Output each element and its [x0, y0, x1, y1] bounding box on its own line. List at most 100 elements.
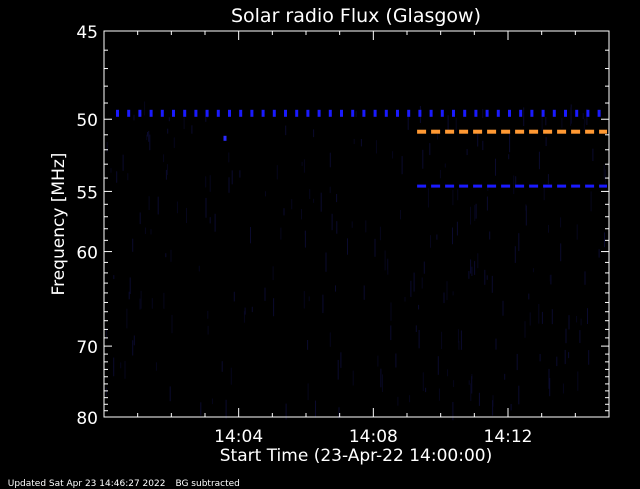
feature-dash	[496, 109, 500, 117]
noise-mark	[588, 350, 590, 365]
noise-mark	[514, 246, 516, 263]
noise-mark	[561, 118, 563, 128]
noise-mark	[272, 266, 274, 281]
noise-mark	[387, 258, 389, 275]
noise-mark	[239, 170, 241, 178]
noise-mark	[148, 131, 150, 142]
feature-dash	[501, 129, 511, 134]
noise-mark	[280, 227, 282, 240]
feature-dash	[473, 184, 483, 188]
noise-mark	[207, 310, 209, 319]
x-tick-label: 14:08	[349, 427, 398, 447]
feature-dash	[429, 109, 433, 117]
noise-mark	[336, 221, 338, 234]
feature-dash	[328, 109, 332, 117]
noise-mark	[456, 221, 458, 236]
noise-mark	[590, 191, 592, 212]
noise-mark	[543, 185, 545, 201]
noise-mark	[545, 137, 547, 146]
noise-mark	[360, 139, 362, 147]
noise-mark	[337, 359, 339, 380]
feature-dash	[530, 109, 534, 117]
noise-mark	[427, 188, 429, 208]
noise-mark	[492, 400, 494, 416]
noise-mark	[365, 220, 367, 233]
noise-mark	[446, 281, 448, 301]
noise-mark	[489, 231, 491, 240]
noise-mark	[390, 325, 392, 341]
noise-mark	[170, 249, 172, 262]
noise-mark	[163, 292, 165, 309]
noise-mark	[384, 250, 386, 271]
noise-mark	[329, 332, 331, 347]
noise-mark	[458, 341, 460, 350]
updated-timestamp: Updated Sat Apr 23 14:46:27 2022	[7, 479, 166, 489]
feature-dash	[317, 109, 321, 117]
noise-mark	[548, 224, 549, 233]
noise-mark	[482, 140, 484, 151]
noise-mark	[228, 152, 230, 163]
noise-mark	[165, 253, 167, 258]
noise-mark	[251, 306, 253, 313]
noise-mark	[508, 154, 510, 160]
noise-mark	[437, 356, 439, 375]
feature-dash	[431, 184, 441, 188]
noise-mark	[395, 353, 397, 368]
noise-mark	[471, 376, 473, 394]
noise-mark	[120, 362, 122, 369]
feature-dash	[261, 109, 265, 117]
noise-mark	[460, 330, 462, 350]
noise-mark	[340, 352, 342, 368]
feature-dash	[571, 129, 581, 134]
noise-mark	[568, 352, 570, 359]
feature-dash	[306, 109, 310, 117]
feature-dash	[543, 184, 553, 188]
noise-mark	[515, 176, 517, 187]
noise-mark	[466, 149, 468, 156]
noise-mark	[502, 300, 504, 316]
noise-mark	[283, 208, 285, 216]
noise-mark	[525, 205, 527, 226]
noise-mark	[577, 371, 579, 391]
feature-dash	[487, 184, 497, 188]
feature-dash	[452, 109, 455, 117]
noise-mark	[353, 138, 355, 144]
y-tick-label: 50	[76, 111, 98, 131]
noise-mark	[124, 360, 126, 379]
feature-dash	[228, 109, 231, 117]
noise-mark	[382, 374, 383, 392]
noise-mark	[580, 318, 582, 326]
noise-mark	[198, 265, 200, 272]
noise-mark	[404, 296, 406, 302]
noise-mark	[132, 340, 134, 356]
noise-mark	[549, 378, 551, 397]
noise-mark	[244, 307, 246, 315]
noise-mark	[438, 388, 440, 401]
noise-mark	[504, 373, 506, 380]
noise-mark	[126, 308, 128, 329]
noise-mark	[133, 335, 135, 346]
noise-mark	[441, 331, 443, 350]
noise-mark	[285, 403, 287, 420]
feature-dash	[459, 184, 469, 188]
noise-mark	[518, 385, 520, 405]
feature-dash	[543, 129, 553, 134]
noise-mark	[264, 287, 266, 301]
noise-mark	[470, 206, 471, 225]
noise-mark	[133, 114, 135, 121]
y-tick-label: 80	[76, 409, 98, 429]
noise-mark	[173, 137, 175, 148]
noise-mark	[583, 123, 585, 131]
feature-dash	[116, 109, 119, 117]
noise-mark	[437, 132, 439, 140]
noise-mark	[422, 372, 424, 391]
noise-mark	[351, 221, 353, 228]
noise-mark	[510, 404, 512, 411]
noise-mark	[565, 328, 567, 344]
noise-mark	[529, 312, 531, 326]
noise-mark	[474, 261, 476, 275]
noise-mark	[400, 210, 401, 220]
noise-mark	[576, 316, 578, 323]
